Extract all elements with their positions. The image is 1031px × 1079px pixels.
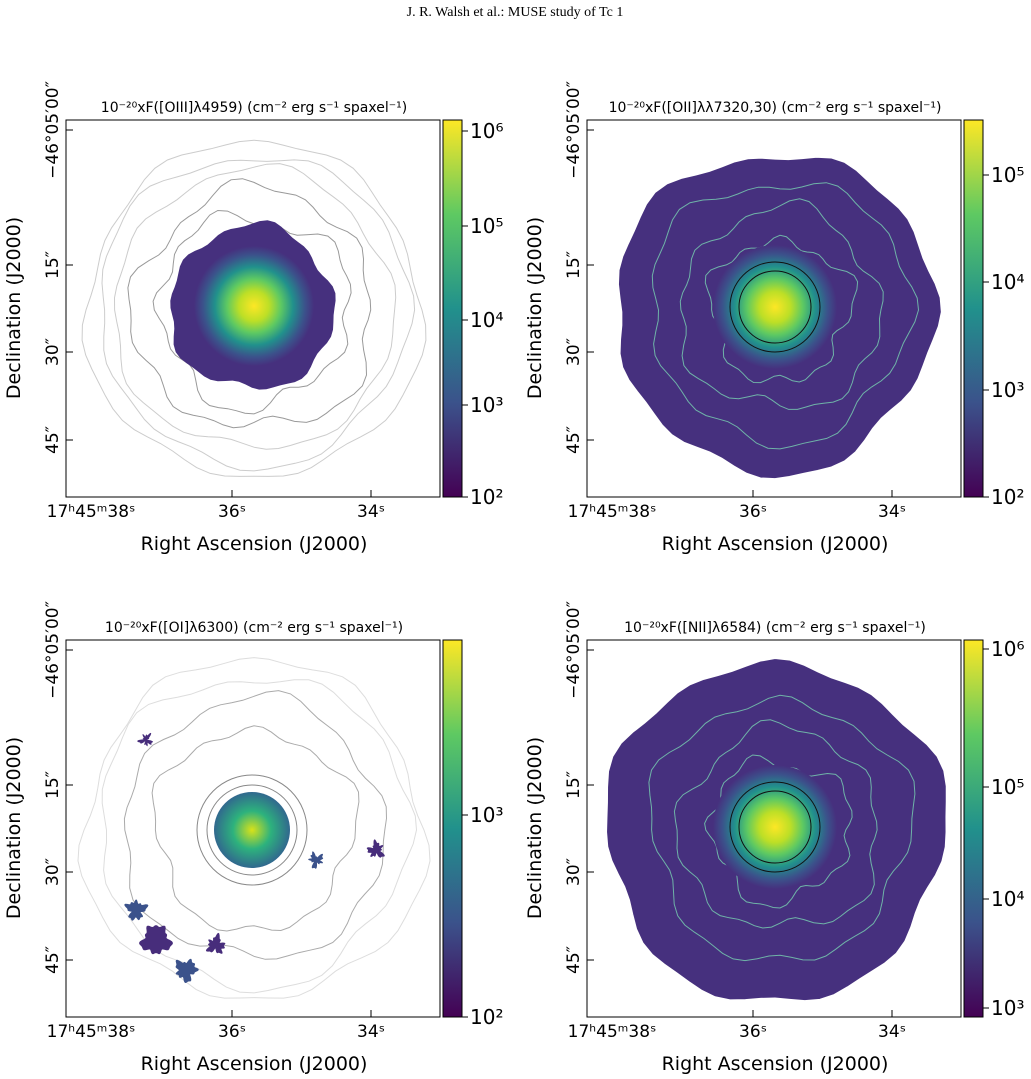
panel-title: 10⁻²⁰xF([OII]λλ7320,30) (cm⁻² erg s⁻¹ sp… bbox=[609, 100, 942, 116]
y-tick-label: 45″ bbox=[564, 946, 584, 974]
colorbar bbox=[963, 639, 984, 1018]
colorbar-tick-label: 10³ bbox=[470, 803, 503, 827]
x-tick-label: 36ˢ bbox=[218, 502, 246, 522]
colorbar-tick-label: 10³ bbox=[470, 393, 503, 417]
colorbar-tick-label: 10³ bbox=[991, 378, 1024, 402]
axes-frame bbox=[586, 119, 962, 498]
x-tick-label: 36ˢ bbox=[739, 1022, 767, 1042]
x-tick-label: 34ˢ bbox=[878, 502, 906, 522]
y-tick-label: 45″ bbox=[43, 946, 63, 974]
y-tick-label: 15″ bbox=[564, 771, 584, 799]
colorbar-tick-label: 10⁵ bbox=[470, 214, 503, 238]
x-axis-label: Right Ascension (J2000) bbox=[662, 533, 889, 555]
x-axis-label: Right Ascension (J2000) bbox=[662, 1053, 889, 1075]
colorbar-tick-label: 10⁴ bbox=[991, 270, 1024, 294]
image bbox=[617, 156, 943, 480]
x-tick-label: 17ʰ45ᵐ38ˢ bbox=[568, 1022, 657, 1042]
axes-frame bbox=[65, 639, 441, 1018]
colorbar-tick-label: 10⁵ bbox=[991, 775, 1024, 799]
axes-frame bbox=[65, 119, 441, 498]
x-tick-label: 36ˢ bbox=[218, 1022, 246, 1042]
y-tick-label: 30″ bbox=[564, 858, 584, 886]
y-axis-label: Declination (J2000) bbox=[3, 217, 25, 399]
y-tick-label: 45″ bbox=[564, 426, 584, 454]
x-tick-label: 17ʰ45ᵐ38ˢ bbox=[568, 502, 657, 522]
image bbox=[605, 657, 948, 1002]
colorbar-tick-label: 10⁵ bbox=[991, 163, 1024, 187]
y-tick-label: −46°05′00″ bbox=[564, 81, 584, 179]
colorbar bbox=[963, 119, 984, 498]
colorbar bbox=[442, 119, 463, 498]
colorbar-tick-label: 10⁶ bbox=[470, 119, 503, 143]
y-tick-label: 45″ bbox=[43, 426, 63, 454]
colorbar-tick-label: 10² bbox=[470, 1005, 503, 1029]
y-axis-label: Declination (J2000) bbox=[524, 737, 546, 919]
colorbar-tick-label: 10⁴ bbox=[470, 308, 503, 332]
x-tick-label: 34ˢ bbox=[878, 1022, 906, 1042]
running-header: J. R. Walsh et al.: MUSE study of Tc 1 bbox=[407, 5, 624, 20]
x-tick-label: 17ʰ45ᵐ38ˢ bbox=[47, 1022, 136, 1042]
image bbox=[77, 657, 431, 999]
y-tick-label: −46°05′00″ bbox=[564, 601, 584, 699]
colorbar-tick-label: 10² bbox=[470, 485, 503, 509]
colorbar-tick-label: 10² bbox=[991, 485, 1024, 509]
panel-title: 10⁻²⁰xF([OIII]λ4959) (cm⁻² erg s⁻¹ spaxe… bbox=[101, 100, 407, 116]
x-axis-label: Right Ascension (J2000) bbox=[141, 533, 368, 555]
colorbar-tick-label: 10³ bbox=[991, 996, 1024, 1020]
y-axis-label: Declination (J2000) bbox=[3, 737, 25, 919]
y-tick-label: −46°05′00″ bbox=[43, 601, 63, 699]
y-tick-label: 30″ bbox=[43, 338, 63, 366]
panel: 10⁻²⁰xF([OII]λλ7320,30) (cm⁻² erg s⁻¹ sp… bbox=[524, 81, 1024, 555]
axes-frame bbox=[586, 639, 962, 1018]
colorbar-tick-label: 10⁶ bbox=[991, 637, 1024, 661]
x-axis-label: Right Ascension (J2000) bbox=[141, 1053, 368, 1075]
y-axis-label: Declination (J2000) bbox=[524, 217, 546, 399]
y-tick-label: 30″ bbox=[43, 858, 63, 886]
panel: 10⁻²⁰xF([NII]λ6584) (cm⁻² erg s⁻¹ spaxel… bbox=[524, 601, 1024, 1075]
panel: 10⁻²⁰xF([OIII]λ4959) (cm⁻² erg s⁻¹ spaxe… bbox=[3, 81, 503, 555]
panel: 10⁻²⁰xF([OI]λ6300) (cm⁻² erg s⁻¹ spaxel⁻… bbox=[3, 601, 503, 1075]
panel-title: 10⁻²⁰xF([NII]λ6584) (cm⁻² erg s⁻¹ spaxel… bbox=[624, 620, 926, 636]
colorbar-tick-label: 10⁴ bbox=[991, 887, 1024, 911]
x-tick-label: 34ˢ bbox=[357, 1022, 385, 1042]
y-tick-label: 30″ bbox=[564, 338, 584, 366]
y-tick-label: −46°05′00″ bbox=[43, 81, 63, 179]
x-tick-label: 36ˢ bbox=[739, 502, 767, 522]
x-tick-label: 17ʰ45ᵐ38ˢ bbox=[47, 502, 136, 522]
y-tick-label: 15″ bbox=[43, 771, 63, 799]
y-tick-label: 15″ bbox=[564, 251, 584, 279]
x-tick-label: 34ˢ bbox=[357, 502, 385, 522]
image bbox=[81, 139, 427, 477]
colorbar bbox=[442, 639, 463, 1018]
panel-title: 10⁻²⁰xF([OI]λ6300) (cm⁻² erg s⁻¹ spaxel⁻… bbox=[105, 620, 403, 636]
y-tick-label: 15″ bbox=[43, 251, 63, 279]
